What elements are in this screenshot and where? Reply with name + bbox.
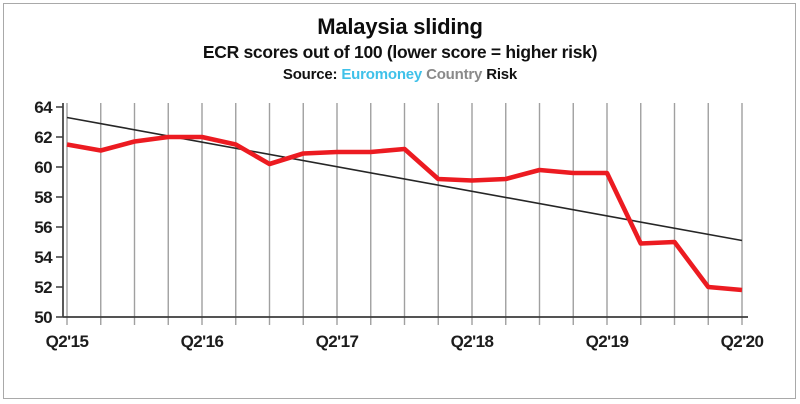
y-tick-label: 64 — [34, 98, 53, 117]
x-tick-label: Q2'20 — [721, 332, 764, 351]
y-tick-label: 58 — [34, 188, 52, 207]
source-line: Source: Euromoney Country Risk — [0, 65, 800, 85]
source-word-country: Country — [426, 66, 483, 83]
y-tick-label: 62 — [34, 128, 52, 147]
x-tick-label: Q2'16 — [181, 332, 224, 351]
x-tick-label: Q2'17 — [316, 332, 359, 351]
y-tick-label: 54 — [34, 248, 53, 267]
source-label: Source: — [282, 66, 338, 83]
y-tick-label: 56 — [34, 218, 52, 237]
chart-title: Malaysia sliding — [317, 14, 483, 39]
source-word-risk: Risk — [486, 66, 518, 83]
x-tick-label: Q2'15 — [46, 332, 89, 351]
y-tick-label: 60 — [34, 158, 52, 177]
chart-header: Malaysia sliding ECR scores out of 100 (… — [0, 13, 800, 85]
x-tick-label: Q2'19 — [586, 332, 629, 351]
ecr-score-line — [66, 134, 743, 293]
y-tick-label: 50 — [34, 308, 52, 327]
chart-subtitle: ECR scores out of 100 (lower score = hig… — [202, 42, 598, 62]
source-word-euromoney: Euromoney — [341, 66, 423, 83]
x-tick-label: Q2'18 — [451, 332, 494, 351]
y-tick-label: 52 — [34, 278, 52, 297]
